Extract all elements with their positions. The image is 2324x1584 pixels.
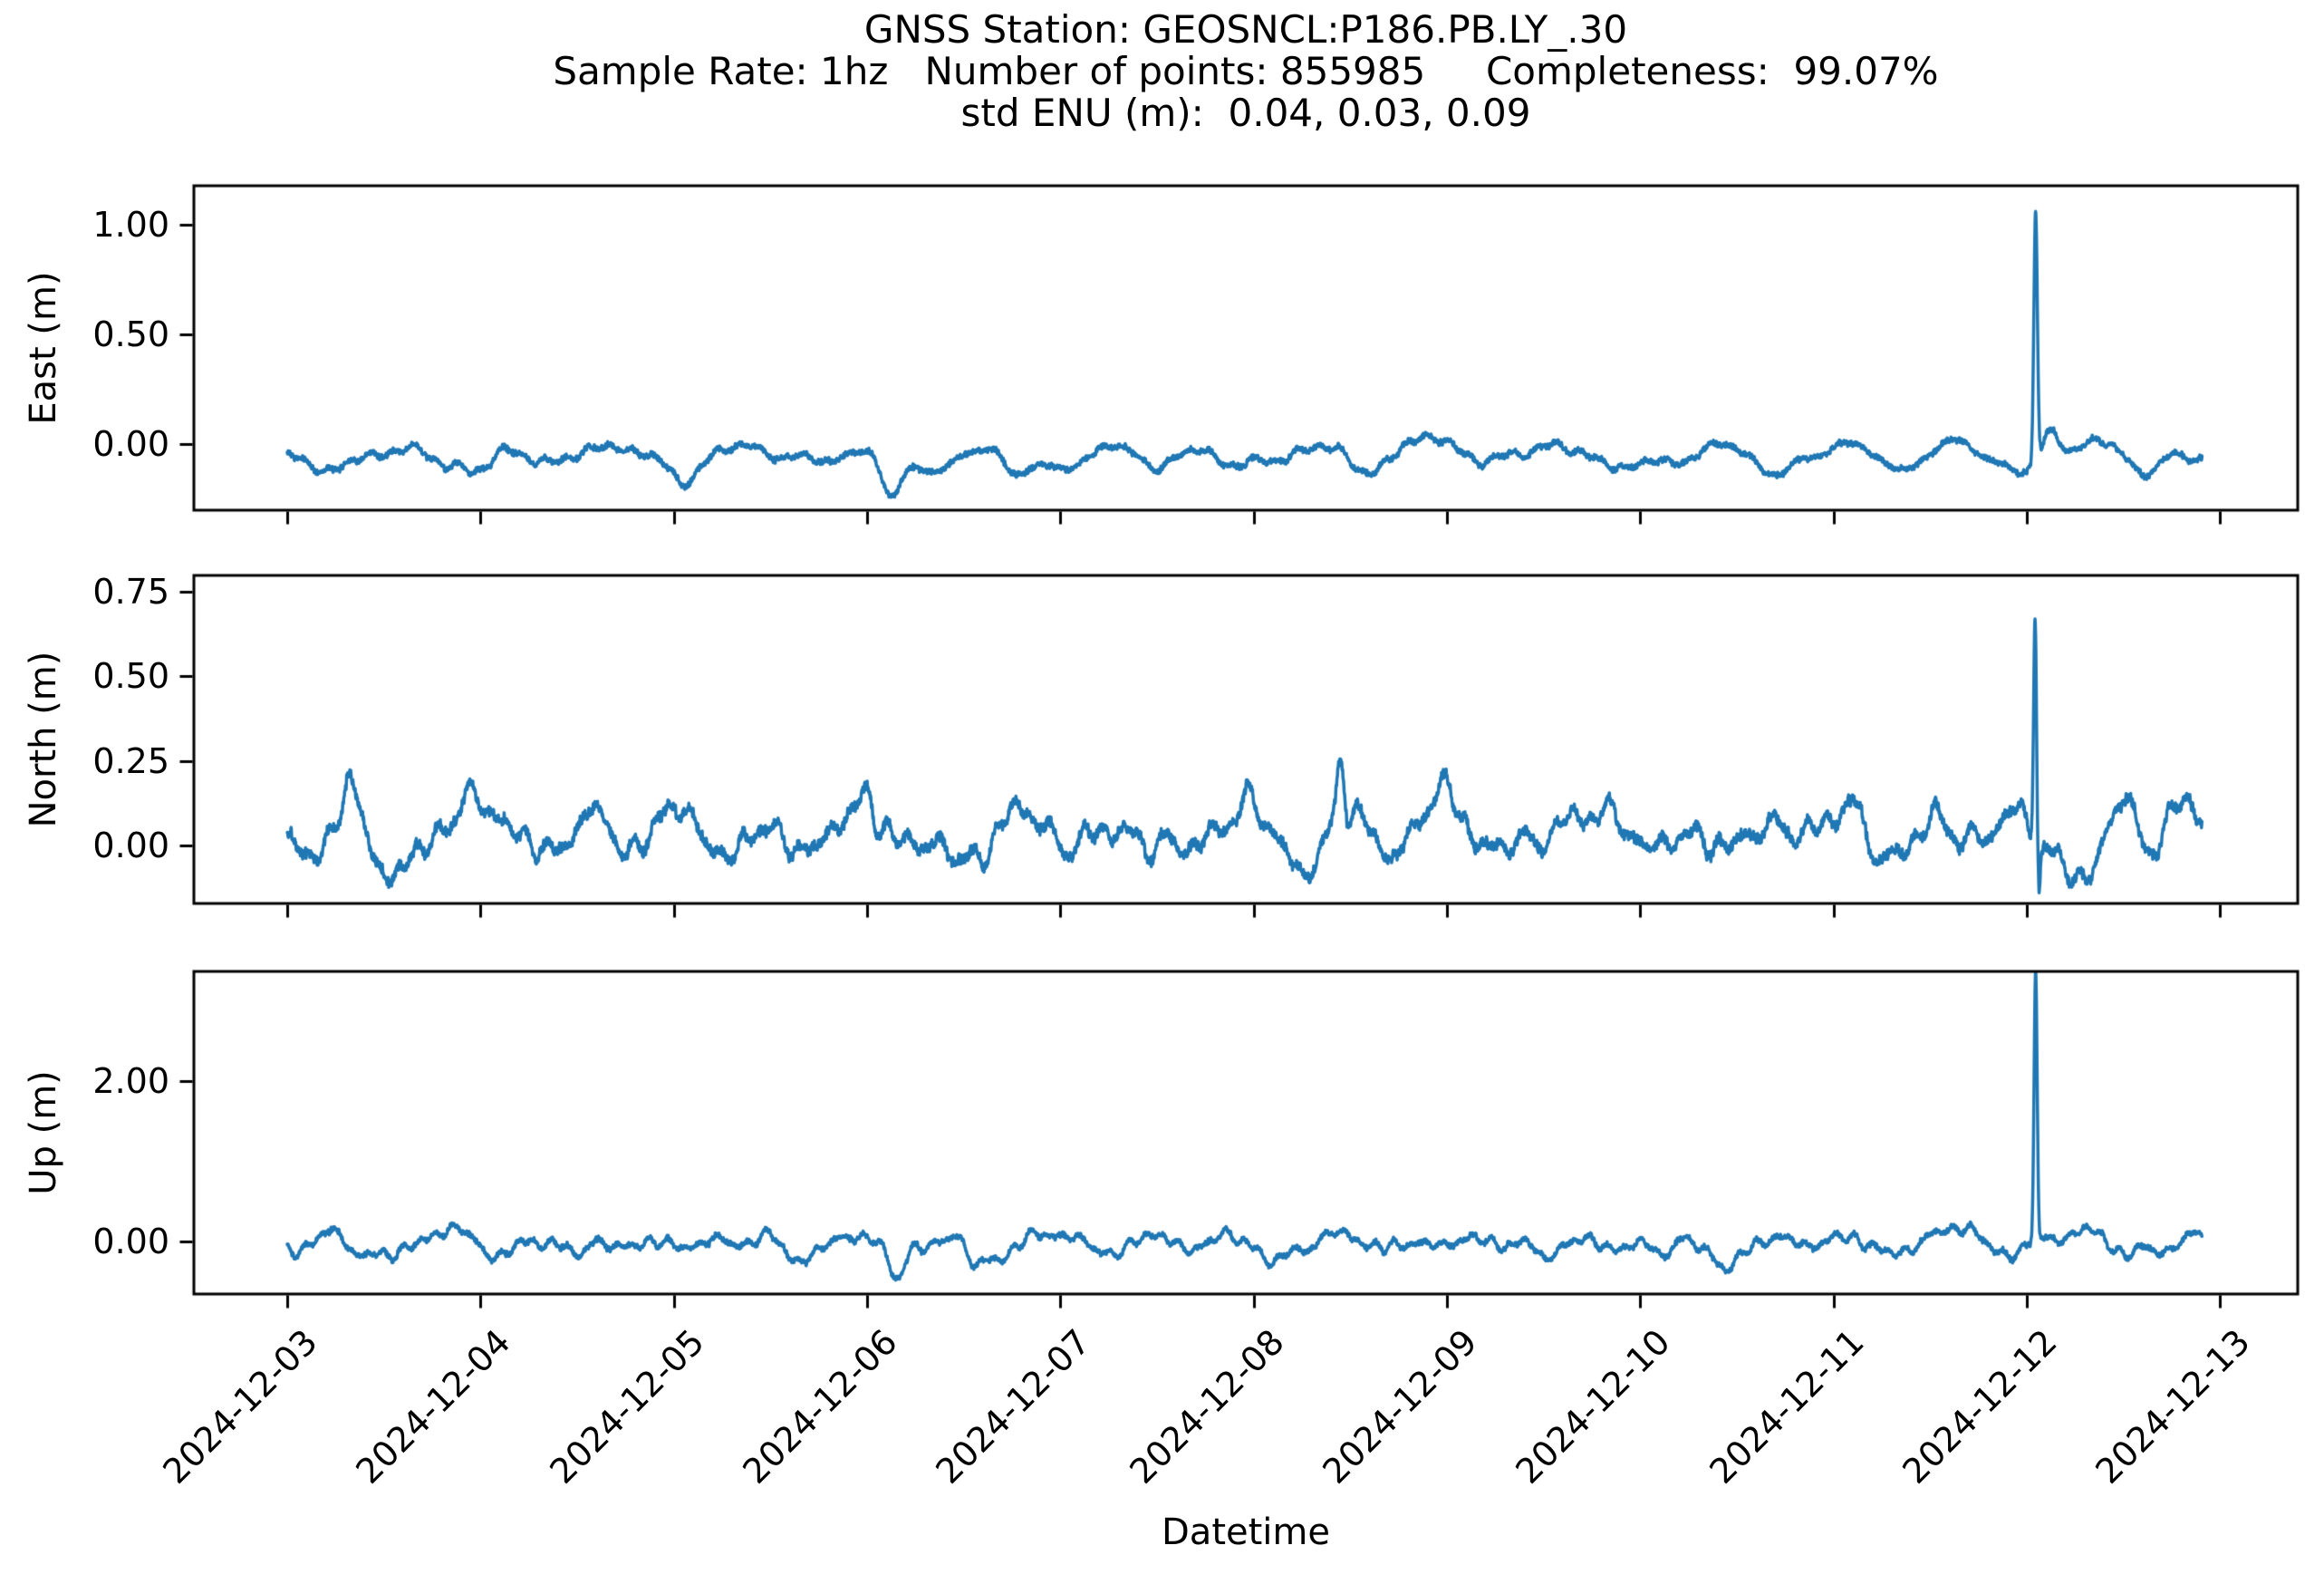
figure-title-std-enu: std ENU (m): 0.04, 0.03, 0.09	[960, 91, 1531, 135]
figure-title-stats: Sample Rate: 1hz Number of points: 85598…	[553, 49, 1939, 93]
y-tick-label: 0.50	[92, 656, 169, 697]
y-tick-label: 2.00	[92, 1060, 169, 1101]
y-tick-label: 0.00	[92, 825, 169, 865]
x-axis-label: Datetime	[1162, 1512, 1330, 1553]
y-tick-label: 0.75	[92, 571, 169, 612]
figure-title-station: GNSS Station: GEOSNCL:P186.PB.LY_.30	[863, 7, 1628, 52]
y-tick-label: 0.00	[92, 1222, 169, 1262]
y-tick-label: 0.25	[92, 740, 169, 781]
y-axis-label-up: Up (m)	[23, 1070, 64, 1195]
y-tick-label: 0.00	[92, 423, 169, 464]
y-tick-label: 0.50	[92, 314, 169, 354]
y-tick-label: 1.00	[92, 205, 169, 246]
